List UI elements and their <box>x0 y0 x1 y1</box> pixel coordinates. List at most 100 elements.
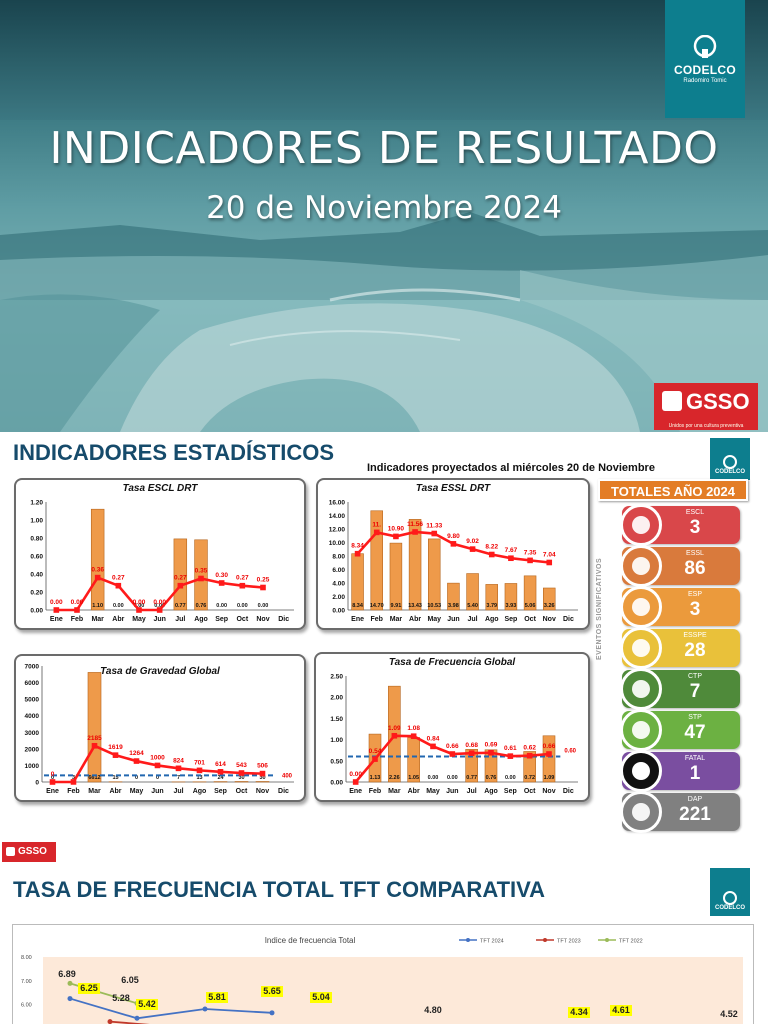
line-point <box>49 779 56 785</box>
x-tick-label: May <box>426 788 440 795</box>
total-value: 221 <box>679 804 711 825</box>
series-point <box>202 1006 208 1012</box>
series-point <box>134 1015 140 1021</box>
line-label: 1619 <box>108 744 123 751</box>
line-point <box>354 550 361 557</box>
total-label: ESCL <box>685 509 705 516</box>
line-label: 0.36 <box>91 567 104 574</box>
safety-figure-icon <box>620 668 662 710</box>
y-tick-label: 0.60 <box>30 554 43 561</box>
figure-icon <box>632 680 650 698</box>
legend-marker <box>605 938 609 942</box>
y-tick-label: 3000 <box>25 730 40 737</box>
bar-label: 14.70 <box>370 603 384 609</box>
total-label: ESP <box>687 591 702 598</box>
y-tick-label: 1.00 <box>30 518 43 525</box>
figure-icon <box>632 762 650 780</box>
total-value: 3 <box>689 517 701 538</box>
x-tick-label: Abr <box>112 616 124 623</box>
logo-subtitle: Radomiro Tomic <box>683 77 727 84</box>
line-point <box>527 557 533 564</box>
line-point <box>238 770 245 776</box>
bar-label: 3.26 <box>544 603 555 609</box>
x-tick-label: Nov <box>542 788 555 795</box>
total-label: ESSL <box>686 550 704 557</box>
bar-label: 30 <box>259 775 265 781</box>
line-label: 543 <box>236 762 247 769</box>
line-label: 9.02 <box>466 538 479 545</box>
y-tick-label: 0.20 <box>30 590 43 597</box>
total-esspe: ESSPE 28 <box>620 627 740 669</box>
x-tick-label: Ene <box>351 616 364 623</box>
bar <box>370 510 383 611</box>
bar <box>542 735 556 783</box>
line-point <box>450 541 457 547</box>
line-point <box>133 758 140 764</box>
line-label: 11.56 <box>407 521 423 528</box>
bar-label: 0 <box>156 775 159 781</box>
label-highlight <box>261 986 283 997</box>
line-label: 0.00 <box>71 599 84 606</box>
y-tick-label: 10.00 <box>329 540 346 547</box>
bar-label: 0.00 <box>113 603 124 609</box>
x-tick-label: Mar <box>88 788 101 795</box>
x-tick-label: Abr <box>409 616 421 623</box>
cover-date: 20 de Noviembre 2024 <box>206 190 562 226</box>
cover-title: INDICADORES DE RESULTADO <box>49 123 719 174</box>
y-tick-label: 0.50 <box>330 758 343 765</box>
codelco-emblem-icon <box>693 34 717 58</box>
line-point <box>136 607 142 613</box>
line-point <box>115 582 122 589</box>
x-tick-label: Ene <box>50 616 63 623</box>
series-line <box>69 997 273 1020</box>
x-tick-label: Feb <box>369 788 381 795</box>
line-label: 0.66 <box>446 743 459 750</box>
bar-label: 3 <box>72 775 75 781</box>
bar-label: 30 <box>238 775 244 781</box>
y-tick-label: 0.80 <box>30 536 43 543</box>
chart-svg: Indice de frecuencia Total TFT 2024 TFT 20… <box>21 936 743 1024</box>
gsso-label: GSSO <box>686 389 750 414</box>
line-label: 0.27 <box>174 575 187 582</box>
bar <box>447 582 460 611</box>
bar-label: 7 <box>177 775 180 781</box>
line-label: 7.35 <box>524 549 537 556</box>
bar-label: 9.91 <box>391 603 402 609</box>
bar-label: 0 <box>51 775 54 781</box>
bar <box>87 672 102 783</box>
x-tick-label: Jun <box>153 616 165 623</box>
codelco-logo: CODELCO Radomiro Tomic <box>665 0 745 118</box>
safety-figure-icon <box>620 586 662 628</box>
line-point <box>217 769 224 775</box>
chart-escl: Tasa ESCL DRT 0.00 0.20 0.40 0.60 0.80 1.00 1.… <box>14 478 306 630</box>
line-label: 8.34 <box>351 543 364 550</box>
bar-label: 5.06 <box>525 603 536 609</box>
line-point <box>449 751 456 757</box>
point-label: 5.42 <box>138 999 156 1009</box>
line-point <box>393 533 399 540</box>
line-label: 9.80 <box>447 533 460 540</box>
x-tick-label: Mar <box>91 616 104 623</box>
label-highlight <box>78 983 100 994</box>
total-ctp: CTP 7 <box>620 668 740 710</box>
bar-label: 0.00 <box>134 603 145 609</box>
tft-slide: TASA DE FRECUENCIA TOTAL TFT COMPARATIVA… <box>0 864 768 1024</box>
y-tick-label: 14.00 <box>329 513 346 520</box>
label-highlight <box>136 999 158 1010</box>
y-tick-label: 2000 <box>25 746 40 753</box>
bar <box>543 587 556 611</box>
line-point <box>373 529 380 536</box>
line-point <box>468 750 475 756</box>
y-tick-label: 1.50 <box>330 716 343 723</box>
figure-icon <box>632 557 650 575</box>
total-value: 1 <box>689 763 701 784</box>
bar-label: 0.00 <box>447 775 458 781</box>
x-tick-label: Jul <box>173 788 183 795</box>
bar-label: 0.77 <box>466 775 477 781</box>
label-highlight <box>610 1005 632 1016</box>
total-escl: ESCL 3 <box>620 504 740 546</box>
logo-brand: CODELCO <box>715 905 745 911</box>
line-point <box>431 530 438 537</box>
x-tick-label: Ago <box>484 788 498 795</box>
x-tick-label: Sep <box>214 788 227 795</box>
